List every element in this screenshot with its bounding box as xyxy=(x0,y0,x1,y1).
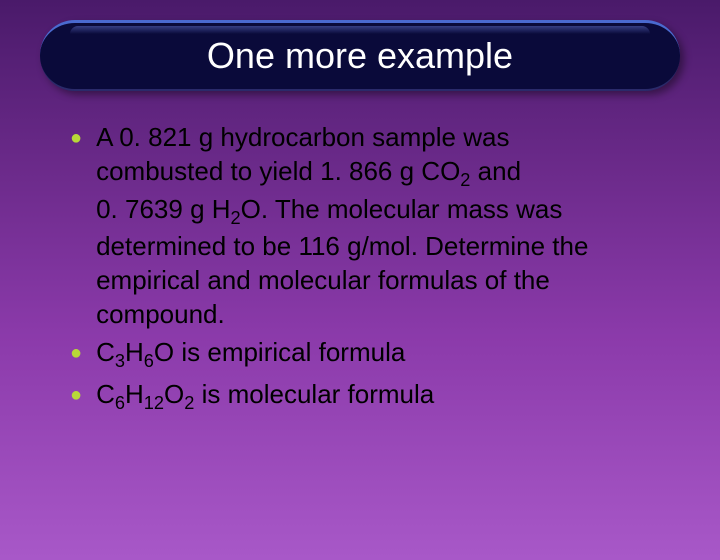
subscript: 2 xyxy=(184,393,194,413)
bullet-text-2: C3H6O is empirical formula xyxy=(96,336,405,374)
slide-content: ● A 0. 821 g hydrocarbon sample was comb… xyxy=(0,121,720,416)
bullet-item-1: ● A 0. 821 g hydrocarbon sample was comb… xyxy=(70,121,650,332)
text-span: O xyxy=(164,379,184,409)
subscript: 6 xyxy=(144,351,154,371)
text-span: determined to be 116 g/mol. Determine th… xyxy=(96,231,588,261)
bullet-text-3: C6H12O2 is molecular formula xyxy=(96,378,434,416)
text-span: O. The molecular mass was xyxy=(241,194,563,224)
text-span: C xyxy=(96,337,115,367)
text-span: O is empirical formula xyxy=(154,337,405,367)
text-span: H xyxy=(125,337,144,367)
subscript: 12 xyxy=(144,393,164,413)
bullet-item-2: ● C3H6O is empirical formula xyxy=(70,336,650,374)
subscript: 2 xyxy=(460,170,470,190)
text-span: and xyxy=(470,156,521,186)
subscript: 6 xyxy=(115,393,125,413)
text-span: 0. 7639 g H xyxy=(96,194,230,224)
bullet-icon: ● xyxy=(70,342,82,365)
subscript: 2 xyxy=(231,208,241,228)
text-span: C xyxy=(96,379,115,409)
text-span: compound. xyxy=(96,299,225,329)
bullet-icon: ● xyxy=(70,127,82,150)
subscript: 3 xyxy=(115,351,125,371)
slide-title: One more example xyxy=(70,35,650,77)
text-span: A 0. 821 g hydrocarbon sample was xyxy=(96,122,509,152)
bullet-item-3: ● C6H12O2 is molecular formula xyxy=(70,378,650,416)
title-bar: One more example xyxy=(40,20,680,91)
bullet-icon: ● xyxy=(70,384,82,407)
text-span: combusted to yield 1. 866 g CO xyxy=(96,156,460,186)
bullet-text-1: A 0. 821 g hydrocarbon sample was combus… xyxy=(96,121,588,332)
text-span: empirical and molecular formulas of the xyxy=(96,265,550,295)
text-span: H xyxy=(125,379,144,409)
text-span: is molecular formula xyxy=(194,379,434,409)
